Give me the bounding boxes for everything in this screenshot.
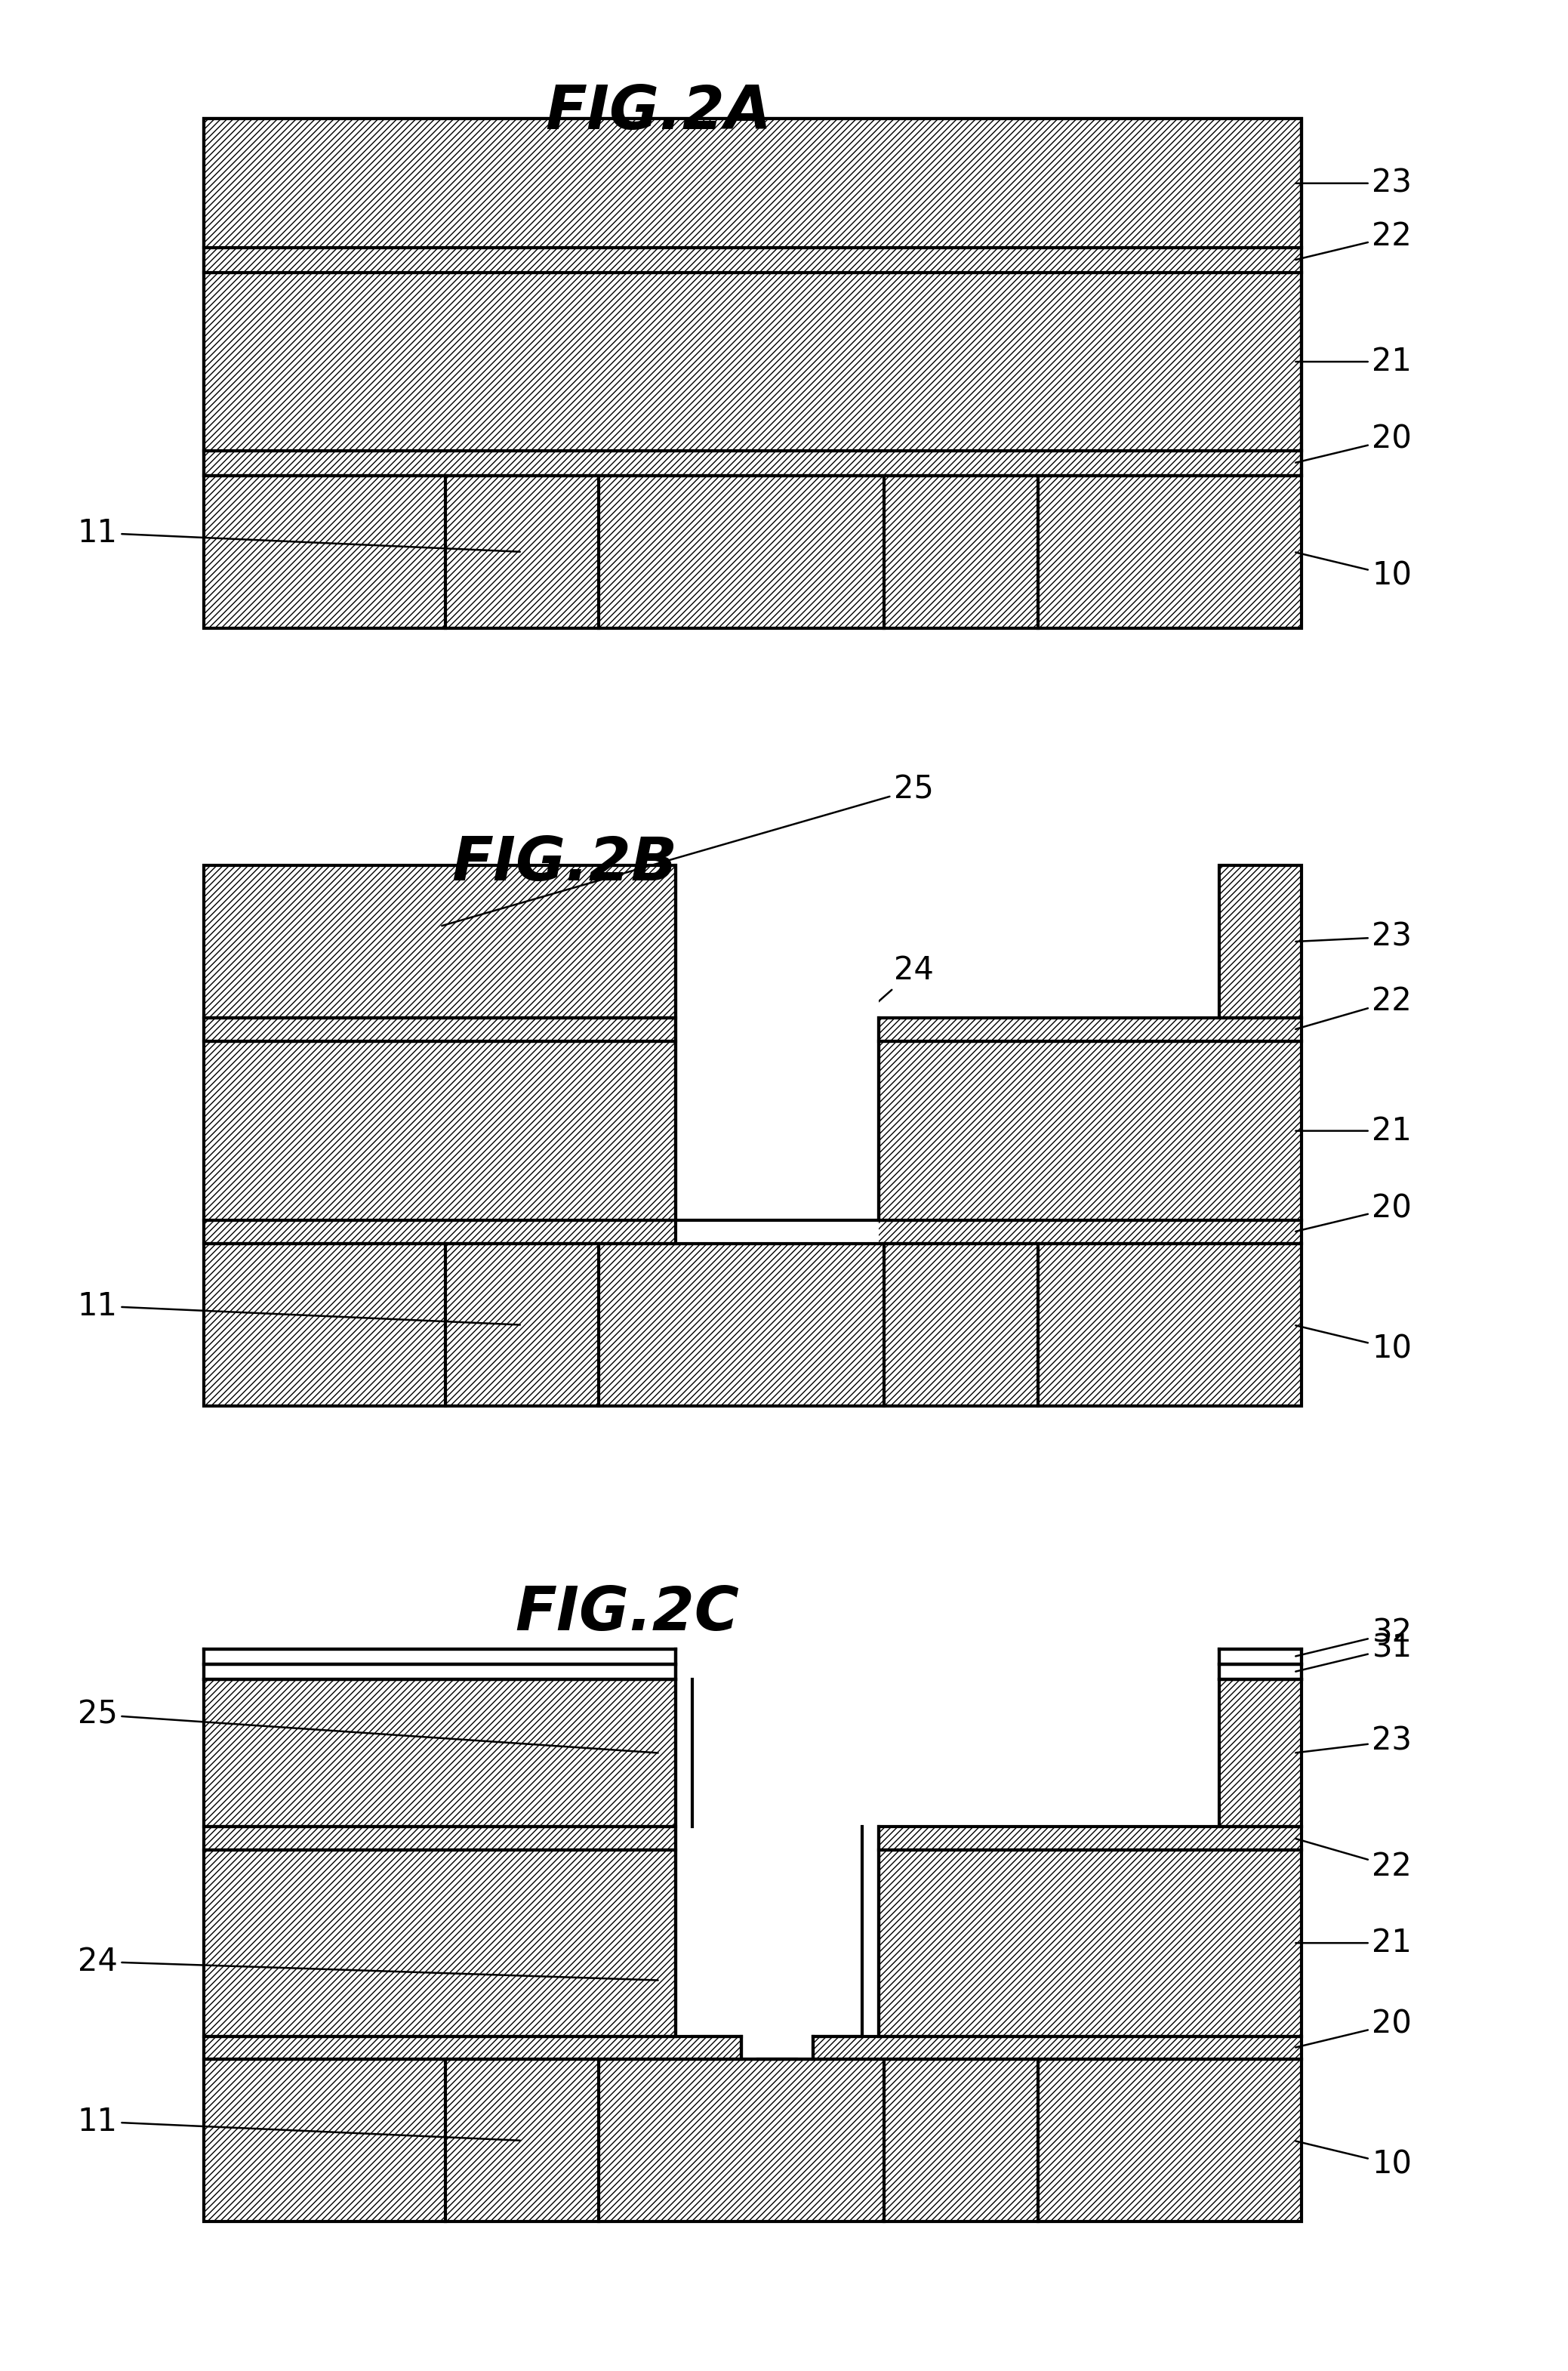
Bar (1218, 865, 1301, 1017)
Text: FIG.2B: FIG.2B (452, 835, 677, 894)
Text: 10: 10 (1295, 1325, 1413, 1363)
Bar (878, 1041, 1301, 1221)
Text: 10: 10 (1295, 552, 1413, 590)
Text: 22: 22 (1295, 1838, 1411, 1883)
Text: FIG.2A: FIG.2A (546, 83, 771, 142)
Bar (676, 1221, 878, 1245)
Bar (204, 1245, 1301, 1406)
Text: FIG.2C: FIG.2C (516, 1584, 739, 1643)
Bar (1218, 1679, 1301, 1826)
Bar (204, 865, 676, 1017)
Bar (1218, 1679, 1301, 1826)
Text: 23: 23 (1295, 1726, 1413, 1757)
Text: 23: 23 (1295, 168, 1413, 199)
Text: 11: 11 (77, 517, 521, 552)
Text: 20: 20 (1295, 424, 1411, 462)
Bar (204, 1849, 676, 2037)
Bar (1218, 1664, 1301, 1679)
Bar (878, 1849, 1301, 2037)
Text: 23: 23 (1295, 920, 1413, 953)
Bar (878, 1017, 1301, 1041)
Bar (204, 1041, 676, 1221)
Bar (204, 2037, 742, 2060)
Text: 11: 11 (77, 1290, 521, 1325)
Bar (1218, 865, 1301, 1017)
Bar (204, 1826, 676, 1849)
Text: 25: 25 (442, 773, 933, 925)
Text: 21: 21 (1295, 1114, 1411, 1148)
Bar (204, 1849, 676, 2037)
Text: 21: 21 (1295, 1928, 1411, 1958)
Bar (204, 119, 1301, 249)
Bar (204, 2060, 1301, 2222)
Bar (878, 1849, 1301, 2037)
Text: 22: 22 (1295, 986, 1411, 1029)
Text: 10: 10 (1295, 2141, 1413, 2181)
Bar (204, 474, 1301, 628)
Bar (204, 1664, 676, 1679)
Bar (204, 249, 1301, 273)
Bar (204, 1826, 676, 1849)
Text: 20: 20 (1295, 1193, 1411, 1231)
Bar (204, 273, 1301, 450)
Bar (204, 2060, 1301, 2222)
Bar (878, 1041, 1301, 1221)
Bar (676, 865, 878, 1221)
Text: 24: 24 (78, 1947, 659, 1980)
Bar (1218, 1650, 1301, 1664)
Bar (676, 1679, 878, 1826)
Text: 32: 32 (1295, 1617, 1413, 1657)
Bar (878, 1826, 1301, 1849)
Bar (676, 1826, 878, 2037)
Bar (814, 2037, 1301, 2060)
Bar (204, 1679, 676, 1826)
Bar (878, 1826, 1301, 1849)
Bar (742, 2037, 814, 2060)
Bar (878, 1017, 1301, 1041)
Text: 25: 25 (78, 1698, 659, 1752)
Bar (204, 1017, 676, 1041)
Text: 21: 21 (1295, 346, 1411, 377)
Text: 20: 20 (1295, 2008, 1411, 2049)
Text: 11: 11 (77, 2105, 521, 2141)
Bar (204, 1221, 1301, 1245)
Bar (204, 450, 1301, 477)
Bar (814, 2037, 1301, 2060)
Text: 31: 31 (1295, 1631, 1413, 1672)
Bar (204, 119, 1301, 628)
Bar (204, 1041, 676, 1221)
Text: 22: 22 (1295, 221, 1411, 261)
Bar (204, 1245, 1301, 1406)
Bar (204, 865, 676, 1017)
Bar (204, 1017, 676, 1041)
Bar (204, 1679, 676, 1826)
Bar (204, 1650, 676, 1664)
Text: 24: 24 (693, 956, 933, 1164)
Bar (204, 2037, 742, 2060)
